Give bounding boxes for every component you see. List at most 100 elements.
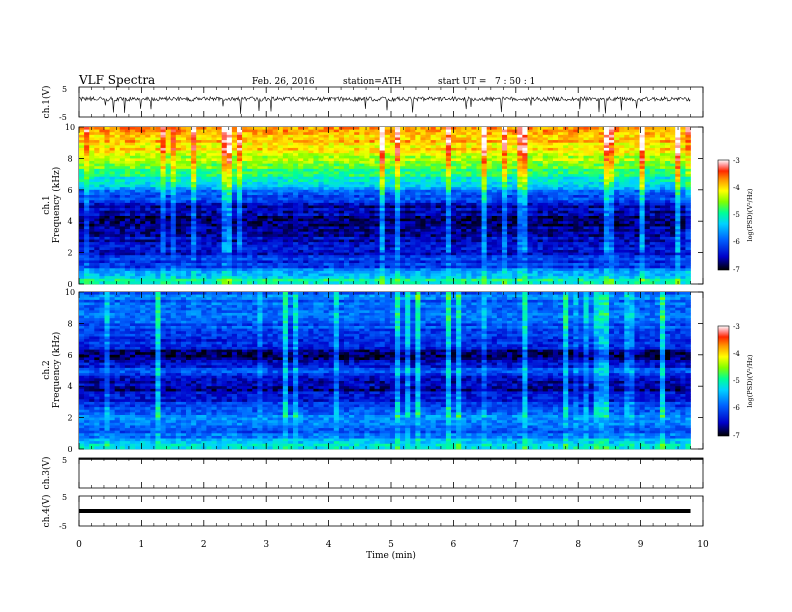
spectrogram-cell: [389, 234, 396, 238]
spectrogram-cell: [410, 229, 416, 233]
spectrogram-cell: [598, 161, 605, 164]
spectrogram-cell: [639, 145, 646, 149]
spectrogram-cell: [89, 187, 95, 191]
spectrogram-cell: [451, 231, 457, 235]
spectrogram-cell: [165, 142, 172, 146]
spectrogram-cell: [624, 179, 630, 183]
spectrogram-cell: [323, 184, 330, 188]
spectrogram-cell: [496, 171, 503, 175]
spectrogram-cell: [425, 226, 431, 230]
spectrogram-cell: [461, 153, 467, 157]
spectrogram-cell: [527, 215, 533, 219]
spectrogram-cell: [568, 155, 574, 159]
spectrogram-cell: [410, 147, 416, 151]
spectrogram-cell: [186, 140, 192, 144]
spectrogram-cell: [369, 221, 375, 225]
spectrogram-cell: [287, 137, 294, 141]
spectrogram-cell: [165, 195, 172, 198]
spectrogram-cell: [532, 200, 538, 204]
spectrogram-cell: [619, 166, 625, 170]
spectrogram-cell: [160, 221, 166, 225]
spectrogram-cell: [517, 142, 523, 146]
spectrogram-cell: [583, 195, 589, 198]
spectrogram-cell: [400, 150, 406, 154]
spectrogram-cell: [603, 174, 610, 178]
spectrogram-cell: [445, 153, 452, 157]
spectrogram-cell: [435, 221, 442, 225]
spectrogram-cell: [512, 129, 518, 133]
spectrogram-cell: [379, 202, 386, 206]
spectrogram-cell: [389, 202, 396, 206]
spectrogram-cell: [84, 234, 90, 238]
spectrogram-cell: [537, 197, 544, 201]
spectrogram-cell: [573, 195, 579, 198]
spectrogram-cell: [349, 205, 355, 209]
spectrogram-cell: [109, 161, 116, 164]
spectrogram-cell: [216, 197, 223, 201]
spectrogram-cell: [287, 181, 294, 185]
spectrogram-cell: [155, 184, 161, 188]
spectrogram-cell: [542, 187, 549, 191]
spectrogram-cell: [180, 171, 187, 175]
spectrogram-cell: [282, 158, 289, 162]
spectrogram-cell: [532, 226, 538, 230]
spectrogram-cell: [84, 187, 90, 191]
spectrogram-cell: [282, 184, 289, 188]
spectrogram-cell: [354, 229, 360, 233]
spectrogram-cell: [461, 218, 467, 222]
spectrogram-cell: [685, 213, 691, 217]
spectrogram-cell: [211, 192, 217, 196]
spectrogram-cell: [614, 129, 620, 133]
spectrogram-cell: [323, 231, 330, 235]
spectrogram-cell: [507, 208, 513, 212]
spectrogram-cell: [649, 197, 656, 201]
spectrogram-cell: [216, 140, 223, 144]
spectrogram-cell: [639, 200, 646, 204]
spectrogram-cell: [481, 197, 488, 201]
spectrogram-cell: [445, 129, 452, 133]
spectrogram-cell: [267, 161, 273, 164]
spectrogram-cell: [211, 223, 217, 227]
spectrogram-cell: [165, 210, 172, 214]
spectrogram-cell: [425, 161, 431, 164]
spectrogram-cell: [359, 134, 365, 138]
spectrogram-cell: [603, 168, 610, 172]
spectrogram-cell: [349, 155, 355, 159]
spectrogram-cell: [99, 179, 105, 183]
spectrogram-cell: [542, 142, 549, 146]
spectrogram-cell: [456, 127, 462, 130]
spectrogram-cell: [155, 161, 161, 164]
spectrogram-cell: [150, 127, 156, 130]
spectrogram-cell: [191, 213, 197, 217]
spectrogram-cell: [665, 137, 671, 141]
spectrogram-cell: [150, 234, 156, 238]
spectrogram-cell: [226, 155, 233, 159]
spectrogram-cell: [206, 210, 212, 214]
spectrogram-cell: [410, 166, 416, 170]
spectrogram-cell: [445, 231, 452, 235]
spectrogram-cell: [578, 158, 584, 162]
spectrogram-cell: [649, 179, 656, 183]
spectrogram-cell: [257, 208, 263, 212]
spectrogram-cell: [323, 213, 330, 217]
spectrogram-cell: [216, 223, 223, 227]
spectrogram-cell: [384, 205, 391, 209]
spectrogram-cell: [461, 174, 467, 178]
spectrogram-cell: [354, 158, 360, 162]
spectrogram-cell: [522, 137, 528, 141]
spectrogram-cell: [552, 137, 559, 141]
spectrogram-cell: [405, 218, 411, 222]
spectrogram-cell: [191, 223, 197, 227]
spectrogram-cell: [461, 223, 467, 227]
spectrogram-cell: [517, 195, 523, 198]
spectrogram-cell: [318, 231, 324, 235]
spectrogram-cell: [410, 142, 416, 146]
spectrogram-cell: [675, 221, 681, 225]
spectrogram-cell: [527, 223, 533, 227]
spectrogram-cell: [323, 137, 330, 141]
spectrogram-cell: [313, 197, 319, 201]
spectrogram-cell: [114, 140, 121, 144]
spectrogram-cell: [384, 221, 391, 225]
spectrogram-cell: [99, 137, 105, 141]
spectrogram-cell: [384, 142, 391, 146]
